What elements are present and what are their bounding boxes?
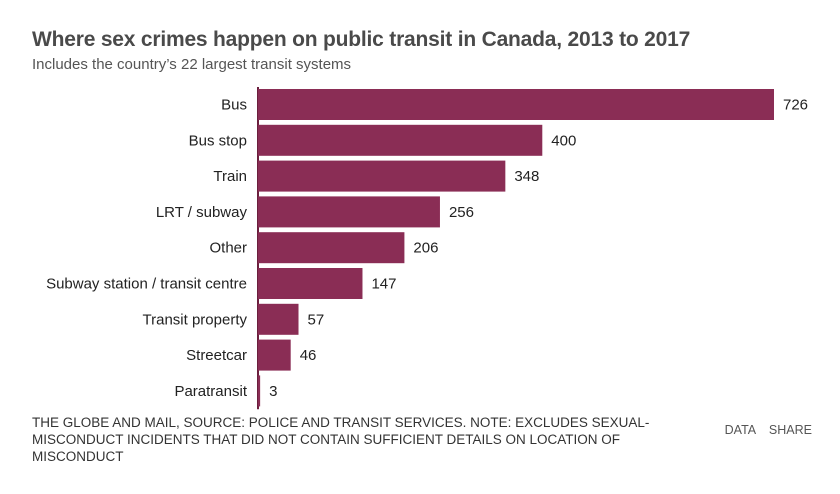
bar[interactable] [258, 196, 440, 228]
category-label: Other [209, 240, 247, 257]
bar[interactable] [258, 89, 774, 120]
share-link[interactable]: SHARE [768, 423, 812, 437]
value-label: 46 [300, 347, 317, 364]
chart-actions: DATA SHARE [715, 423, 812, 437]
category-label: Paratransit [174, 383, 247, 400]
bar[interactable] [258, 268, 363, 299]
bar[interactable] [258, 124, 543, 156]
category-label: Subway station / transit centre [46, 276, 247, 293]
value-label: 256 [449, 204, 474, 221]
value-label: 147 [371, 276, 396, 293]
bar-chart: Bus 726 Bus stop 400 Train 348 LRT / subway 256… [46, 87, 808, 410]
category-label: Bus [221, 97, 247, 114]
category-label: Bus stop [189, 132, 247, 149]
value-label: 726 [783, 97, 808, 114]
data-link[interactable]: DATA [724, 423, 756, 437]
source-note: The Globe and Mail, Source: police and t… [32, 415, 650, 464]
value-label: 400 [551, 132, 576, 149]
bar[interactable] [258, 339, 291, 371]
bar[interactable] [258, 232, 405, 264]
value-label: 348 [514, 168, 539, 185]
category-label: Transit property [143, 311, 248, 328]
value-label: 3 [269, 383, 277, 400]
value-label: 57 [308, 311, 325, 328]
bar[interactable] [258, 375, 261, 407]
category-label: LRT / subway [156, 204, 248, 221]
category-label: Streetcar [186, 347, 247, 364]
value-label: 206 [413, 240, 438, 257]
bar[interactable] [258, 160, 506, 192]
category-label: Train [213, 168, 247, 185]
bar[interactable] [258, 303, 299, 335]
chart-title: Where sex crimes happen on public transi… [32, 28, 691, 51]
chart-subtitle: Includes the country’s 22 largest transi… [32, 56, 352, 73]
